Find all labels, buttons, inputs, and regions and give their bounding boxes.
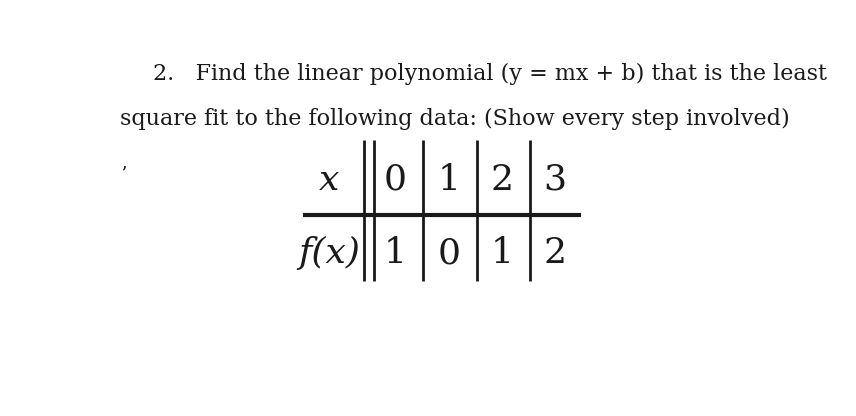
Text: 2: 2 [490,163,514,197]
Text: 1: 1 [384,236,407,270]
Text: f(x): f(x) [298,236,360,270]
Text: 3: 3 [544,163,567,197]
Text: x: x [319,163,340,197]
Text: 0: 0 [437,236,461,270]
Text: 1: 1 [490,236,514,270]
Text: 1: 1 [437,163,461,197]
Text: square fit to the following data: (Show every step involved): square fit to the following data: (Show … [120,108,790,130]
Text: ʼ: ʼ [120,165,126,183]
Text: 0: 0 [384,163,407,197]
Text: 2.   Find the linear polynomial (y = mx + b) that is the least: 2. Find the linear polynomial (y = mx + … [153,63,828,85]
Text: 2: 2 [544,236,567,270]
